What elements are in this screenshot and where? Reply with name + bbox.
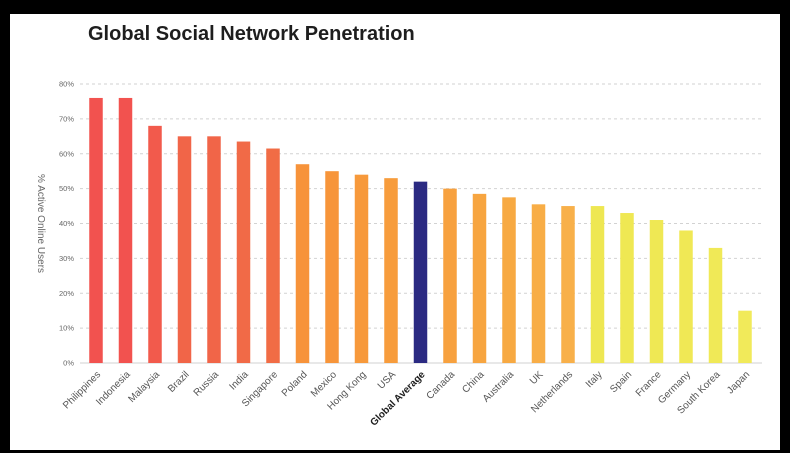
bar [738,310,752,363]
bar [708,247,723,363]
bar [649,220,664,363]
y-tick-label: 10% [59,324,74,333]
bar [384,178,398,363]
bar [679,230,693,363]
bar [413,181,428,363]
bar [472,193,487,363]
bar-chart: 0%10%20%30%40%50%60%70%80% PhilippinesIn… [35,80,762,428]
y-tick-label: 50% [59,184,74,193]
x-tick-label: Australia [481,369,517,405]
x-tick-label: Brazil [166,369,191,394]
x-tick-label: Poland [280,369,310,399]
y-tick-label: 20% [59,289,74,298]
bar [443,188,457,363]
bar [89,97,103,363]
x-tick-label: Canada [425,369,458,402]
bar [236,141,251,363]
x-tick-label: Global Average [368,369,427,428]
y-axis-label: % Active Online Users [35,174,46,273]
bar [118,97,133,363]
y-tick-label: 80% [59,80,74,89]
bar [502,197,516,363]
x-tick-label: India [228,369,251,392]
x-tick-label: UK [528,369,546,387]
chart-frame: Global Social Network Penetration 0% 10% 2… [10,14,780,450]
bars [89,97,752,363]
y-tick-label: 60% [59,149,74,158]
x-tick-label: Italy [584,369,605,390]
bar [590,206,605,363]
x-tick-label: USA [376,369,399,392]
y-tick-label: 40% [59,219,74,228]
y-tick-label: 70% [59,114,74,123]
x-tick-label: Spain [608,369,634,395]
chart-title: Global Social Network Penetration [88,23,415,45]
bar [354,174,369,363]
bar [561,206,575,363]
bar [325,171,339,363]
bar [620,213,634,363]
bar [295,164,310,363]
x-tick-label: Malaysia [126,369,162,405]
y-tick-label: 0% [63,359,74,368]
y-tick-label: 30% [59,254,74,263]
bar [207,136,221,363]
x-tick-label: Japan [725,369,752,396]
x-tick-label: China [460,369,487,396]
y-axis-ticks: 0% 10% 20% 30% 40% 50% 60% 70% 80% [59,80,74,368]
bar [177,136,192,363]
x-tick-label: Russia [192,369,222,399]
x-tick-label: Philippines [61,369,103,411]
bar [266,148,280,363]
bar [148,125,162,363]
bar [531,204,546,363]
